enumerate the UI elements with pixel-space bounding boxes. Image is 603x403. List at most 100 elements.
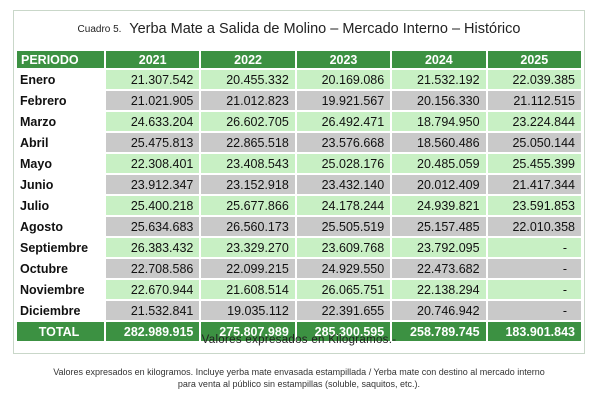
value-cell: 25.505.519 <box>296 217 391 236</box>
value-cell: 24.633.204 <box>106 112 200 131</box>
total-label: TOTAL <box>17 322 104 341</box>
month-cell: Septiembre <box>17 238 104 257</box>
value-cell: 22.865.518 <box>201 133 295 152</box>
table-row: Febrero 21.021.905 21.012.823 19.921.567 20.… <box>17 91 581 110</box>
month-cell: Marzo <box>17 112 104 131</box>
footnote: Valores expresados en kilogramos. Incluy… <box>13 366 585 390</box>
header-row: PERIODO 2021 2022 2023 2024 2025 <box>17 51 581 68</box>
footnote-line: para venta al público sin estampillas (s… <box>177 379 421 389</box>
total-row: TOTAL 282.989.915 275.807.989 285.300.595 25… <box>17 322 581 341</box>
value-cell: 23.224.844 <box>487 112 581 131</box>
value-cell: 19.921.567 <box>296 91 391 110</box>
column-header: 2022 <box>201 51 295 68</box>
value-cell: - <box>487 238 581 257</box>
value-cell: 23.792.095 <box>392 238 486 257</box>
value-cell: 22.010.358 <box>487 217 581 236</box>
value-cell: 24.939.821 <box>392 196 486 215</box>
table-row: Diciembre 21.532.841 19.035.112 22.391.655 2… <box>17 301 581 320</box>
value-cell: 25.028.176 <box>296 154 391 173</box>
month-cell: Junio <box>17 175 104 194</box>
value-cell: 21.112.515 <box>487 91 581 110</box>
value-cell: 22.138.294 <box>392 280 486 299</box>
total-value-cell: 258.789.745 <box>392 322 486 341</box>
month-cell: Abril <box>17 133 104 152</box>
value-cell: 22.391.655 <box>296 301 391 320</box>
value-cell: 24.929.550 <box>296 259 391 278</box>
value-cell: 18.560.486 <box>392 133 486 152</box>
value-cell: 20.169.086 <box>296 70 391 89</box>
table-title: Cuadro 5. Yerba Mate a Salida de Molino … <box>13 18 585 40</box>
value-cell: 26.602.705 <box>201 112 295 131</box>
value-cell: 21.307.542 <box>106 70 200 89</box>
table-row: Marzo 24.633.204 26.602.705 26.492.471 18.79… <box>17 112 581 131</box>
total-value-cell: 183.901.843 <box>487 322 581 341</box>
table-row: Junio 23.912.347 23.152.918 23.432.140 20.01… <box>17 175 581 194</box>
table-row: Septiembre 26.383.432 23.329.270 23.609.768… <box>17 238 581 257</box>
value-cell: - <box>487 301 581 320</box>
value-cell: 20.455.332 <box>201 70 295 89</box>
total-value-cell: 275.807.989 <box>201 322 295 341</box>
column-header: 2025 <box>487 51 581 68</box>
table-row: Julio 25.400.218 25.677.866 24.178.244 24.93… <box>17 196 581 215</box>
value-cell: 20.746.942 <box>392 301 486 320</box>
table-row: Noviembre 22.670.944 21.608.514 26.065.751 2… <box>17 280 581 299</box>
value-cell: 25.677.866 <box>201 196 295 215</box>
month-cell: Julio <box>17 196 104 215</box>
value-cell: - <box>487 280 581 299</box>
value-cell: 26.492.471 <box>296 112 391 131</box>
month-cell: Enero <box>17 70 104 89</box>
value-cell: 23.609.768 <box>296 238 391 257</box>
value-cell: 22.099.215 <box>201 259 295 278</box>
table-frame <box>13 10 585 354</box>
total-value-cell: 282.989.915 <box>106 322 200 341</box>
value-cell: 25.455.399 <box>487 154 581 173</box>
value-cell: 25.050.144 <box>487 133 581 152</box>
month-cell: Octubre <box>17 259 104 278</box>
value-cell: 21.532.192 <box>392 70 486 89</box>
value-cell: 23.408.543 <box>201 154 295 173</box>
value-cell: 22.670.944 <box>106 280 200 299</box>
table-row: Enero 21.307.542 20.455.332 20.169.086 21.53… <box>17 70 581 89</box>
column-header: 2021 <box>106 51 200 68</box>
value-cell: 23.152.918 <box>201 175 295 194</box>
total-value-cell: 285.300.595 <box>296 322 391 341</box>
value-cell: 21.012.823 <box>201 91 295 110</box>
value-cell: 20.156.330 <box>392 91 486 110</box>
month-cell: Agosto <box>17 217 104 236</box>
value-cell: 22.308.401 <box>106 154 200 173</box>
value-cell: 25.634.683 <box>106 217 200 236</box>
value-cell: 21.417.344 <box>487 175 581 194</box>
value-cell: 25.475.813 <box>106 133 200 152</box>
value-cell: 18.794.950 <box>392 112 486 131</box>
value-cell: 23.432.140 <box>296 175 391 194</box>
unit-note: Valores expresados en Kilogramos.- <box>201 334 397 346</box>
value-cell: 21.021.905 <box>106 91 200 110</box>
value-cell: - <box>487 259 581 278</box>
value-cell: 24.178.244 <box>296 196 391 215</box>
value-cell: 22.473.682 <box>392 259 486 278</box>
value-cell: 25.157.485 <box>392 217 486 236</box>
value-cell: 22.039.385 <box>487 70 581 89</box>
value-cell: 23.912.347 <box>106 175 200 194</box>
value-cell: 21.532.841 <box>106 301 200 320</box>
value-cell: 26.560.173 <box>201 217 295 236</box>
value-cell: 23.591.853 <box>487 196 581 215</box>
table-row: Octubre 22.708.586 22.099.215 24.929.550 22.… <box>17 259 581 278</box>
table-number-label: Cuadro 5. <box>77 24 122 35</box>
footnote-line: Valores expresados en kilogramos. Incluy… <box>53 367 545 377</box>
month-cell: Mayo <box>17 154 104 173</box>
table-row: Mayo 22.308.401 23.408.543 25.028.176 20.485… <box>17 154 581 173</box>
value-cell: 22.708.586 <box>106 259 200 278</box>
value-cell: 19.035.112 <box>201 301 295 320</box>
column-header: 2024 <box>392 51 486 68</box>
table-row: Agosto 25.634.683 26.560.173 25.505.519 25.1… <box>17 217 581 236</box>
month-cell: Diciembre <box>17 301 104 320</box>
table-row: Abril 25.475.813 22.865.518 23.576.668 18.56… <box>17 133 581 152</box>
value-cell: 20.012.409 <box>392 175 486 194</box>
value-cell: 21.608.514 <box>201 280 295 299</box>
month-cell: Noviembre <box>17 280 104 299</box>
value-cell: 23.329.270 <box>201 238 295 257</box>
value-cell: 26.383.432 <box>106 238 200 257</box>
column-header: PERIODO <box>17 51 104 68</box>
table-title-text: Yerba Mate a Salida de Molino – Mercado … <box>129 21 521 37</box>
